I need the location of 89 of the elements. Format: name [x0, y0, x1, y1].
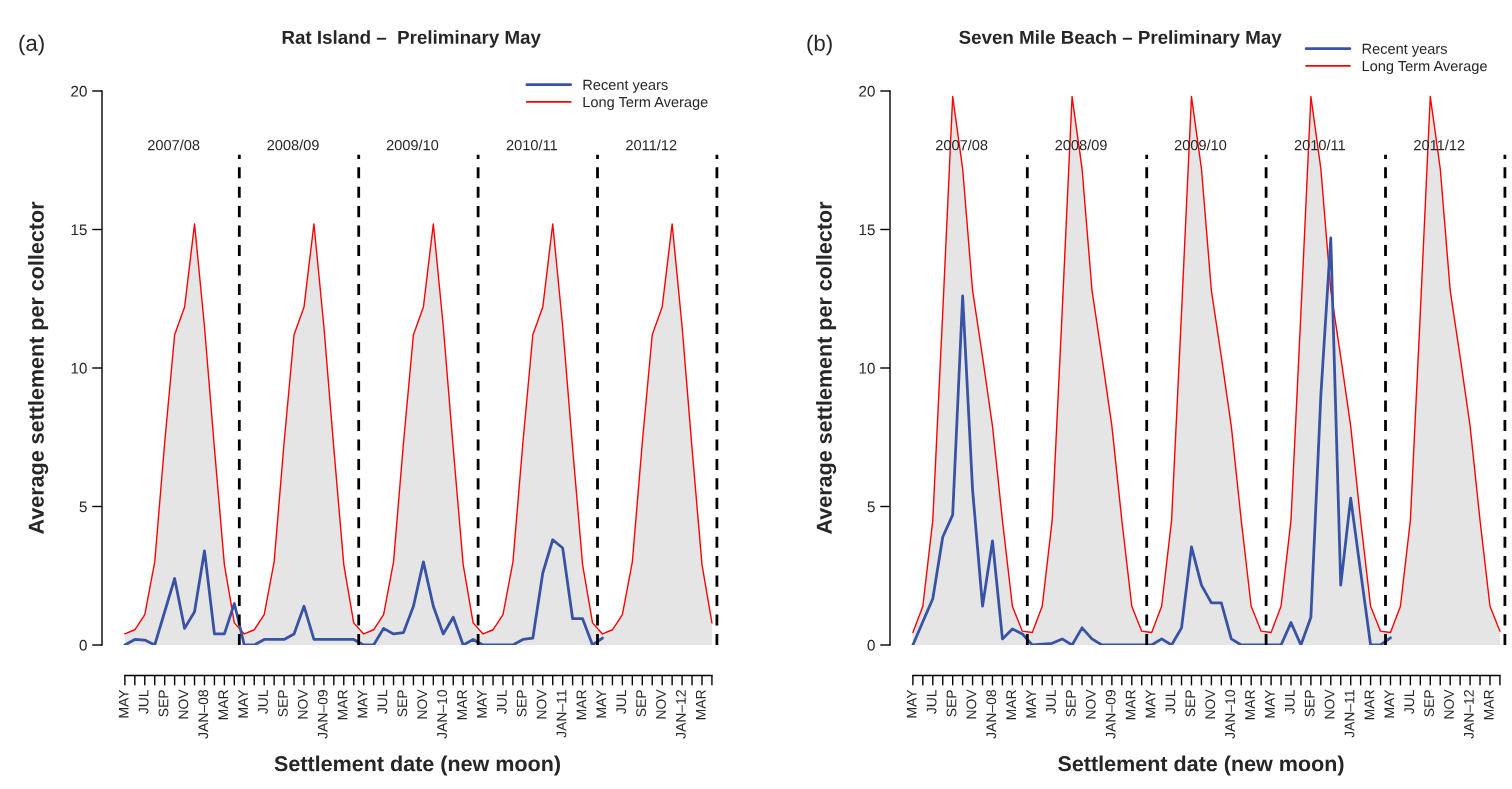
x-tick-label: SEP: [1185, 690, 1196, 717]
x-tick-label: SEP: [277, 690, 288, 717]
x-tick-label: JAN–11: [556, 690, 567, 738]
x-tick-label: SEP: [1304, 690, 1315, 717]
x-tick-label: JAN–11: [1344, 690, 1355, 738]
x-tick-label: MAR: [337, 690, 348, 720]
x-tick-label: MAR: [457, 690, 467, 720]
x-tick-label: MAR: [218, 690, 228, 720]
annotation: 2008/09: [267, 139, 319, 151]
legend-label: Recent years: [1362, 43, 1447, 57]
x-tick-label: JUL: [377, 689, 388, 714]
line-series: [911, 236, 1392, 645]
x-tick-label: MAY: [596, 689, 607, 718]
x-tick-label: SEP: [946, 690, 957, 717]
y-tick-label: 20: [71, 85, 87, 97]
x-tick-label: JUL: [497, 689, 507, 714]
x-tick-label: MAY: [477, 689, 487, 718]
x-axis-title: Settlement date (new moon): [274, 755, 560, 776]
x-tick-label: NOV: [178, 689, 189, 719]
x-tick-label: JUL: [1046, 689, 1056, 714]
legend-label: Long Term Average: [1362, 61, 1487, 75]
x-tick-label: JAN–10: [437, 689, 448, 739]
y-tick-label: 0: [79, 639, 87, 651]
x-tick-label: MAY: [1145, 689, 1156, 718]
legend-label: Long Term Average: [583, 97, 708, 111]
annotation: 2007/08: [148, 139, 200, 151]
x-tick-label: SEP: [397, 690, 408, 717]
chart-title: Rat Island – Preliminary May: [282, 30, 541, 48]
chart-subtitle: (b): [807, 34, 832, 56]
x-tick-label: MAY: [238, 689, 248, 718]
x-tick-label: NOV: [1324, 689, 1335, 719]
x-tick-label: JUL: [258, 689, 268, 714]
x-tick-label: JAN–12: [1463, 690, 1474, 739]
y-tick-label: 10: [71, 362, 87, 374]
y-tick-label: 0: [867, 639, 875, 651]
x-tick-label: MAY: [906, 689, 917, 718]
x-tick-label: MAR: [576, 690, 587, 720]
line-series: [123, 538, 604, 645]
x-tick-label: JUL: [616, 689, 627, 714]
x-tick-label: NOV: [536, 689, 547, 719]
x-tick-label: MAY: [1384, 689, 1395, 718]
x-tick-label: JUL: [1404, 689, 1415, 714]
x-tick-label: MAR: [1245, 690, 1255, 720]
x-tick-label: JAN–12: [675, 690, 686, 739]
y-tick-label: 15: [859, 224, 875, 236]
x-tick-label: SEP: [1424, 690, 1435, 717]
chart-title: Seven Mile Beach – Preliminary May: [959, 30, 1282, 48]
annotation: 2010/11: [506, 139, 557, 151]
x-tick-label: MAY: [1265, 689, 1275, 718]
x-tick-label: JAN–08: [198, 690, 209, 739]
x-tick-label: MAR: [1364, 690, 1375, 720]
x-tick-label: JUL: [138, 689, 149, 714]
x-tick-label: JUL: [926, 689, 937, 714]
x-tick-label: MAY: [1026, 689, 1036, 718]
x-tick-label: MAR: [1484, 690, 1494, 720]
x-tick-label: JAN–10: [1225, 689, 1236, 739]
x-tick-label: MAR: [1125, 690, 1136, 720]
x-tick-label: NOV: [1085, 689, 1096, 719]
x-tick-label: JAN–09: [317, 690, 328, 739]
annotation: 2009/10: [386, 139, 439, 151]
x-tick-label: NOV: [417, 689, 428, 719]
x-tick-label: SEP: [1065, 690, 1076, 717]
y-tick-label: 5: [79, 501, 87, 513]
x-tick-label: NOV: [966, 689, 977, 719]
x-tick-label: JAN–09: [1105, 690, 1116, 739]
x-tick-label: MAY: [357, 689, 368, 718]
y-tick-label: 10: [859, 362, 875, 374]
x-tick-label: SEP: [516, 690, 527, 717]
x-tick-label: MAY: [118, 689, 129, 718]
x-tick-label: NOV: [1444, 689, 1454, 719]
x-tick-label: JAN–08: [986, 690, 997, 739]
x-axis-title: Settlement date (new moon): [1058, 755, 1344, 776]
legend-label: Recent years: [583, 79, 668, 93]
x-tick-label: SEP: [636, 690, 647, 717]
x-tick-label: MAR: [696, 690, 706, 720]
x-tick-label: NOV: [656, 689, 666, 719]
y-axis-title: Average settlement per collector: [816, 201, 837, 534]
x-tick-label: JUL: [1285, 689, 1295, 714]
y-tick-label: 20: [859, 85, 875, 97]
x-tick-label: NOV: [1205, 689, 1216, 719]
y-tick-label: 5: [867, 501, 875, 513]
x-tick-label: MAR: [1006, 690, 1016, 720]
x-tick-label: SEP: [158, 690, 169, 717]
chart-subtitle: (a): [19, 34, 44, 56]
y-axis-title: Average settlement per collector: [28, 201, 49, 534]
annotation: 2011/12: [626, 139, 677, 151]
y-tick-label: 15: [71, 224, 87, 236]
x-tick-label: JUL: [1165, 689, 1176, 714]
x-tick-label: NOV: [297, 689, 308, 719]
